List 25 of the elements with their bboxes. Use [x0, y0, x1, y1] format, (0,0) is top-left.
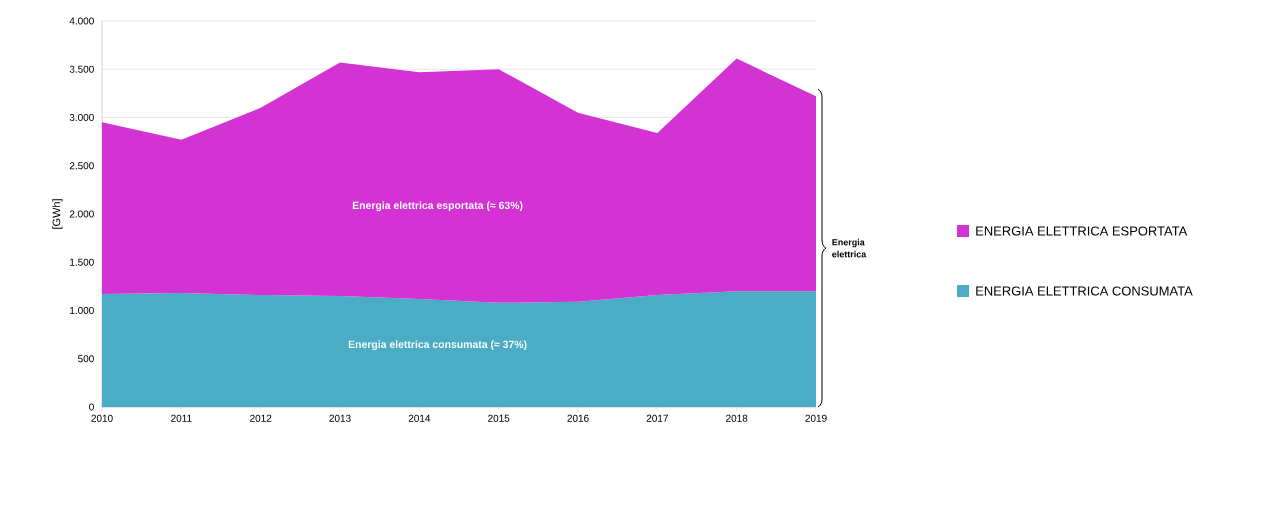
x-tick-label: 2016: [567, 414, 589, 422]
y-tick-label: 500: [78, 355, 94, 363]
y-tick-label: 3.000: [69, 113, 94, 122]
text: Energia elettrica: [832, 238, 867, 258]
y-tick-label: 2.000: [69, 210, 94, 218]
x-tick-label: 2018: [726, 414, 748, 422]
y-tick-label: 1.000: [70, 306, 94, 315]
y-axis-title: [GWh]: [52, 199, 63, 229]
x-tick-label: 2010: [91, 414, 113, 422]
x-tick-label: 2013: [329, 414, 351, 422]
annotation: Energia elettrica consumata (≈ 37%): [348, 340, 527, 351]
y-tick-label: 3.500: [69, 65, 94, 73]
x-tick-label: 2015: [488, 414, 510, 422]
x-tick-label: 2014: [408, 414, 431, 422]
y-tick-label: 1.500: [70, 258, 94, 266]
x-tick-label: 2011: [171, 414, 192, 422]
x-tick-label: 2017: [646, 414, 668, 422]
legend-label: ENERGIA ELETTRICA ESPORTATA: [976, 226, 1188, 236]
annotation: Energia elettrica esportata (≈ 63%): [352, 201, 523, 212]
y-tick-label: 0: [89, 403, 94, 411]
x-tick-label: 2012: [250, 414, 272, 422]
y-tick-label: 4.000: [69, 17, 94, 25]
legend-label: ENERGIA ELETTRICA CONSUMATA: [976, 286, 1193, 296]
y-tick-label: 2.500: [69, 162, 94, 170]
x-tick-label: 2019: [805, 414, 827, 422]
